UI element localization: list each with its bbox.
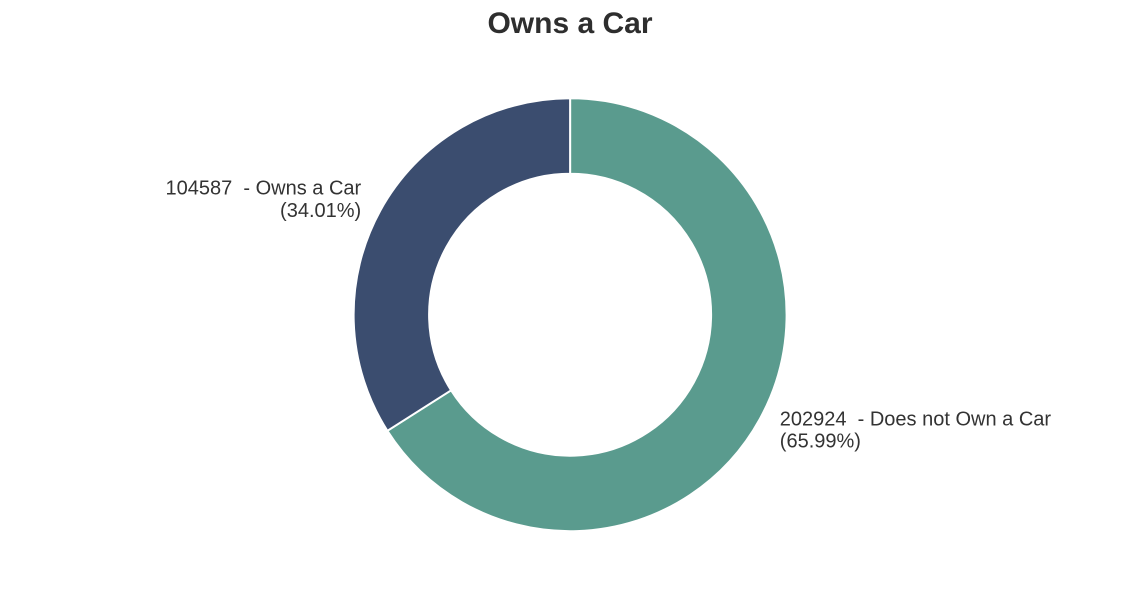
svg-text:Owns a Car: Owns a Car [487,7,652,40]
svg-text:202924 - Does not Own a Car: 202924 - Does not Own a Car [780,408,1052,430]
svg-text:104587 - Owns a Car: 104587 - Owns a Car [166,178,362,200]
svg-text:(65.99%): (65.99%) [780,431,861,453]
svg-text:(34.01%): (34.01%) [280,200,361,222]
